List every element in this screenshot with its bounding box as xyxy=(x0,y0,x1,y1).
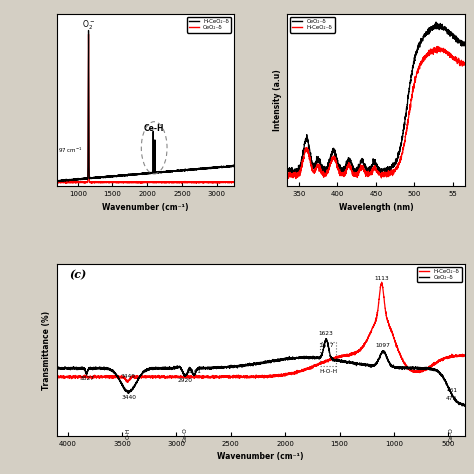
Text: 2841: 2841 xyxy=(186,369,201,374)
Text: 1617: 1617 xyxy=(319,343,334,348)
Text: O$_2^-$: O$_2^-$ xyxy=(82,18,95,32)
Text: 472: 472 xyxy=(446,396,457,401)
Y-axis label: Intensity (a.u): Intensity (a.u) xyxy=(273,69,282,131)
Text: O-H: O-H xyxy=(126,428,131,439)
Text: 1113: 1113 xyxy=(374,276,389,281)
Text: 1623: 1623 xyxy=(319,331,334,336)
Text: 3449: 3449 xyxy=(120,374,135,379)
X-axis label: Wavenumber (cm⁻¹): Wavenumber (cm⁻¹) xyxy=(218,453,304,462)
Text: 3827: 3827 xyxy=(79,376,94,381)
Text: (b): (b) xyxy=(292,19,311,30)
Text: (c): (c) xyxy=(69,269,86,280)
Legend: CeO₂₋δ, H-CeO₂₋δ: CeO₂₋δ, H-CeO₂₋δ xyxy=(290,17,335,33)
Legend: H-CeO₂₋δ, CeO₂₋δ: H-CeO₂₋δ, CeO₂₋δ xyxy=(187,17,231,33)
Text: 1097: 1097 xyxy=(376,343,391,348)
Text: 2920: 2920 xyxy=(178,379,192,383)
Text: 3440: 3440 xyxy=(121,395,136,400)
Legend: H-CeO₂₋δ, CeO₂₋δ: H-CeO₂₋δ, CeO₂₋δ xyxy=(417,267,462,282)
Y-axis label: Transmittance (%): Transmittance (%) xyxy=(42,310,51,390)
Text: 461: 461 xyxy=(447,388,458,392)
Text: Ce-H: Ce-H xyxy=(144,124,164,133)
Text: Ce-O: Ce-O xyxy=(449,428,454,442)
Text: 97 cm$^{-1}$: 97 cm$^{-1}$ xyxy=(58,146,83,155)
Text: Ce-O: Ce-O xyxy=(182,428,188,442)
X-axis label: Wavelength (nm): Wavelength (nm) xyxy=(338,203,413,212)
Text: H-O-H: H-O-H xyxy=(319,369,337,374)
Bar xyxy=(320,342,336,366)
X-axis label: Wavenumber (cm⁻¹): Wavenumber (cm⁻¹) xyxy=(102,203,189,212)
